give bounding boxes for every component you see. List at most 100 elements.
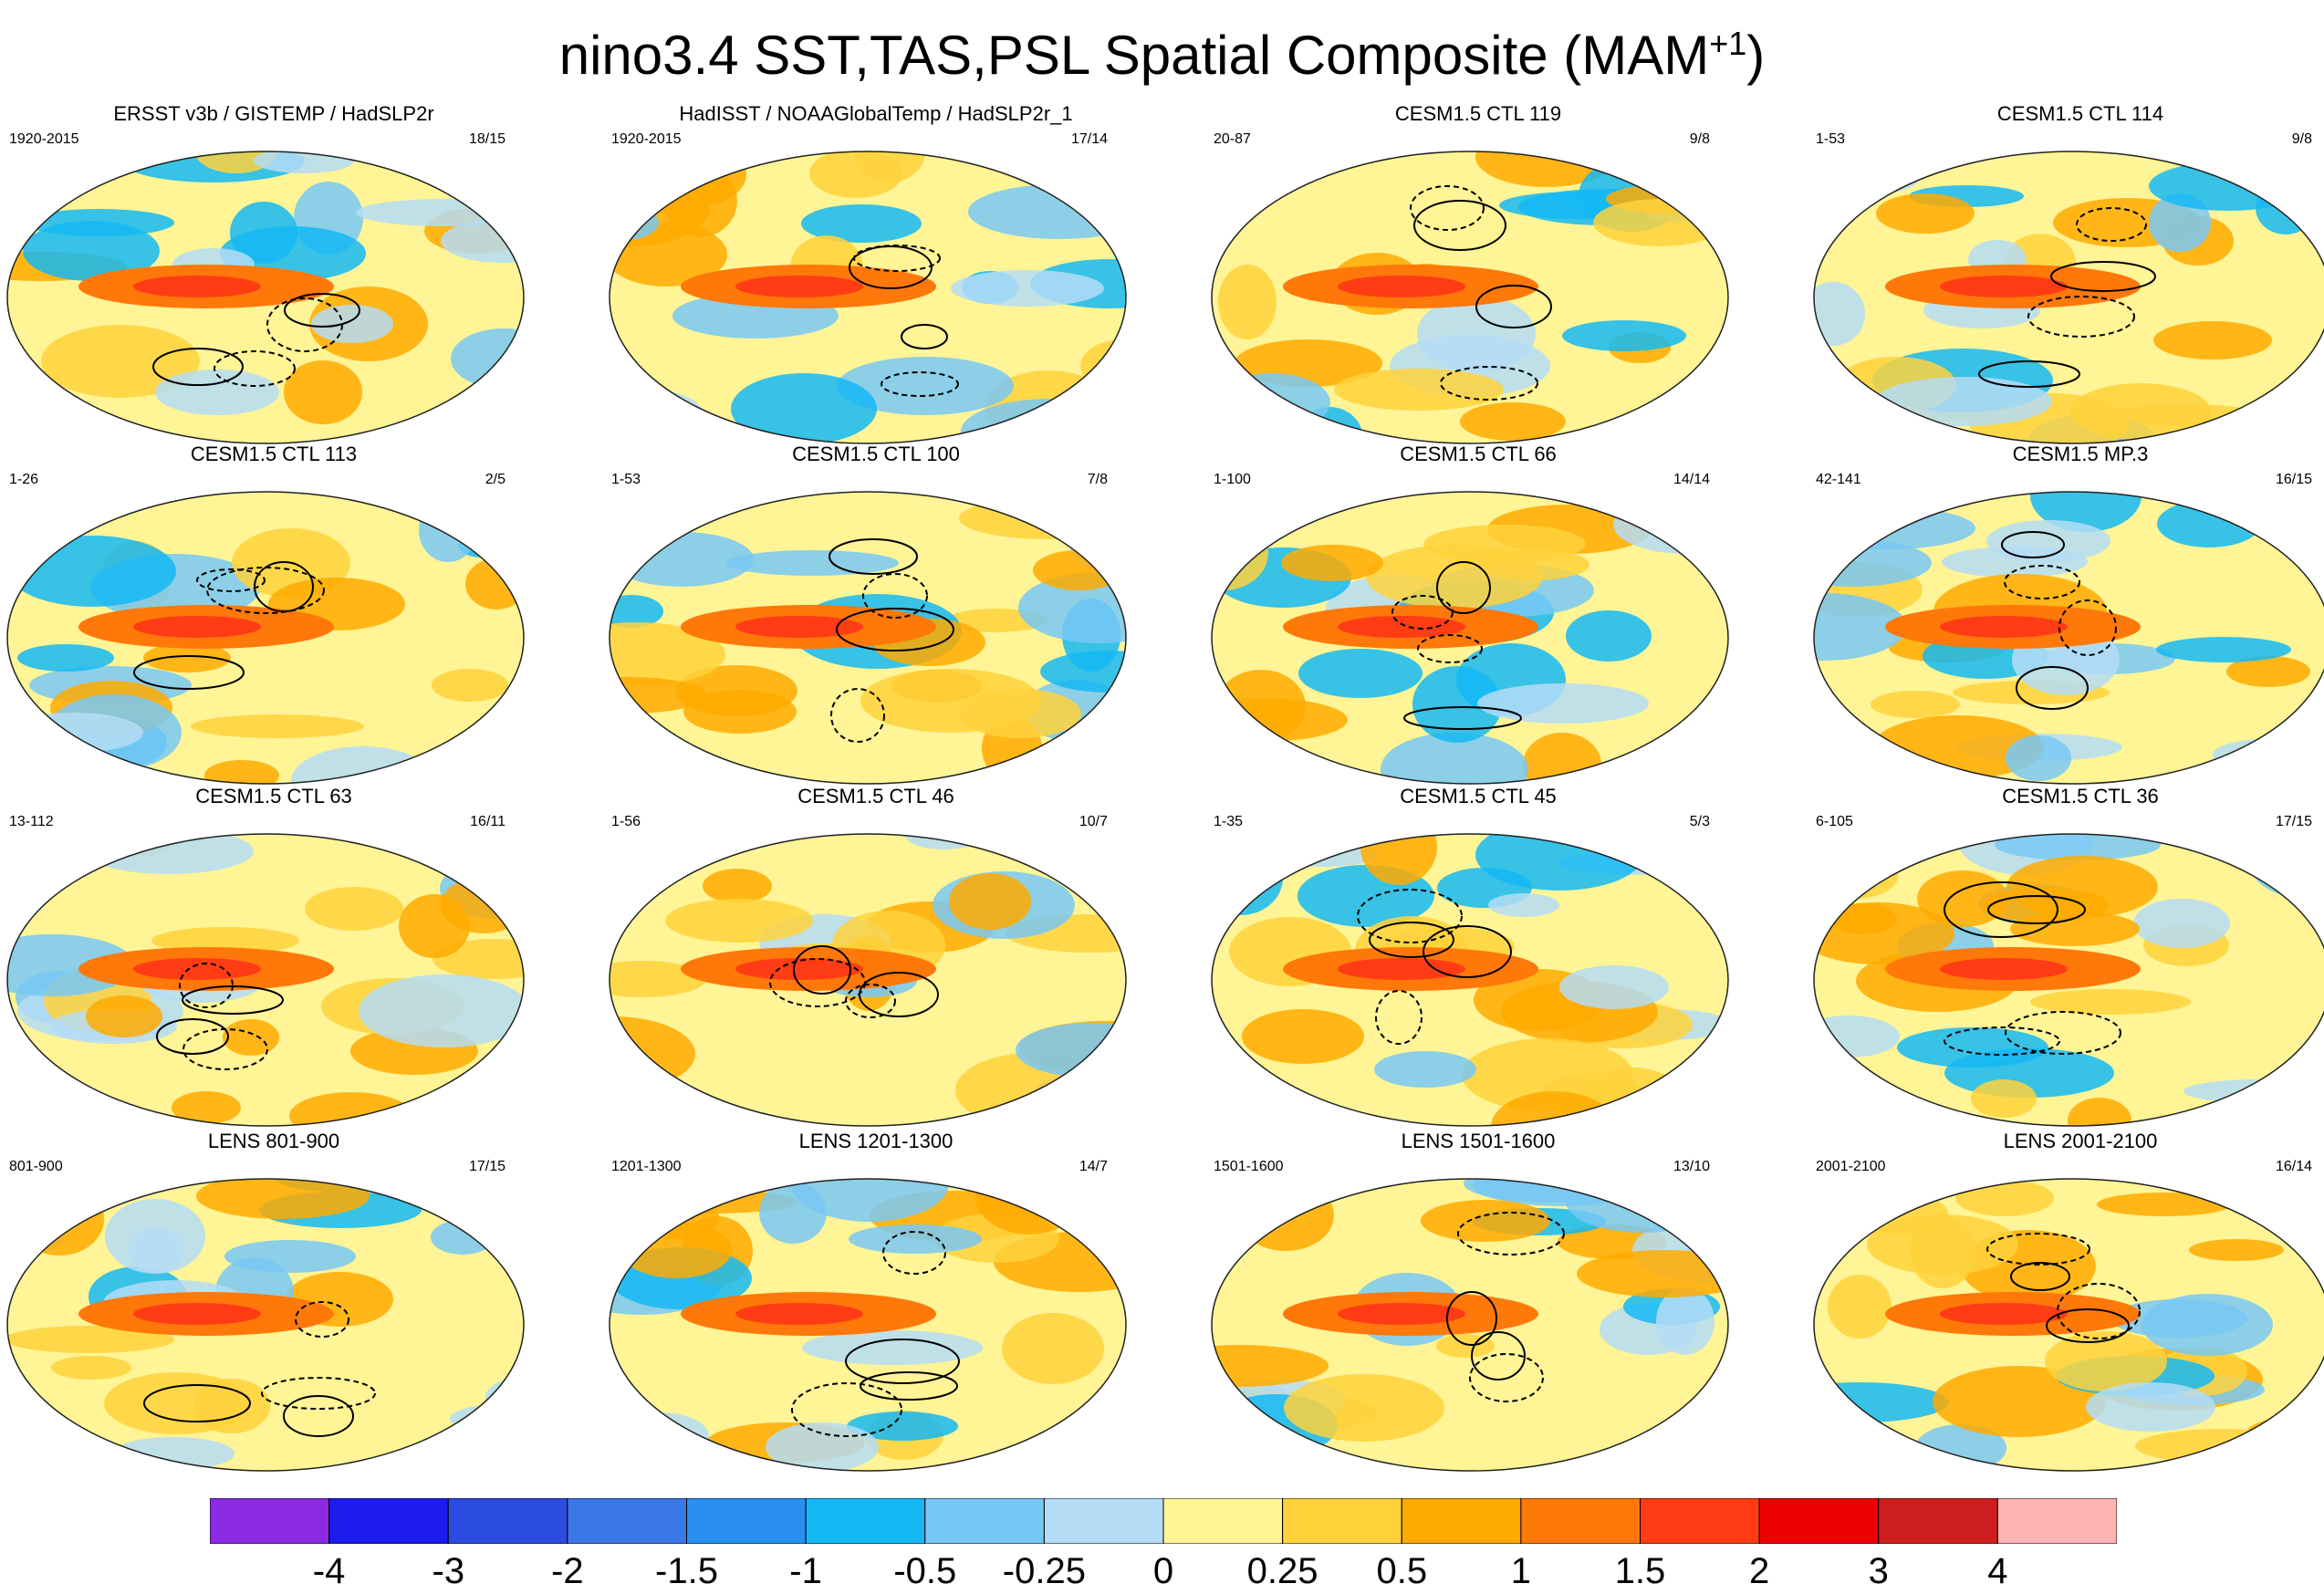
anomaly-patch bbox=[860, 669, 1041, 733]
panel-title: CESM1.5 CTL 113 bbox=[190, 443, 358, 465]
slp-contour bbox=[862, 573, 928, 619]
anomaly-patch bbox=[959, 497, 1126, 539]
map-panel: CESM1.5 CTL 100 1-53 7/8 bbox=[602, 443, 1150, 789]
anomaly-patch bbox=[1986, 520, 2110, 562]
anomaly-patch bbox=[1041, 1182, 1098, 1222]
anomaly-patch bbox=[2030, 492, 2142, 532]
slp-contour bbox=[196, 568, 266, 592]
panel-count: 10/7 bbox=[1079, 814, 1108, 829]
map-outline bbox=[6, 1178, 525, 1472]
anomaly-patch bbox=[7, 741, 98, 784]
anomaly-patch bbox=[1298, 649, 1423, 698]
slp-contour bbox=[2016, 666, 2089, 710]
anomaly-patch bbox=[1366, 545, 1543, 609]
anomaly-patch bbox=[2006, 735, 2071, 781]
panel-title: CESM1.5 CTL 66 bbox=[1400, 443, 1557, 465]
panel-years: 1-100 bbox=[1214, 472, 1251, 487]
panel-count: 9/8 bbox=[2291, 131, 2312, 147]
warm-tongue-core bbox=[1940, 276, 2068, 297]
map-panel: LENS 1201-1300 1201-1300 14/7 bbox=[602, 1130, 1150, 1476]
colorbar-swatch bbox=[1401, 1498, 1522, 1544]
anomaly-patch bbox=[289, 1092, 413, 1126]
colorbar bbox=[210, 1498, 2117, 1544]
slp-contour bbox=[2050, 261, 2156, 292]
panel-map bbox=[1813, 833, 2324, 1127]
anomaly-patch bbox=[1875, 377, 2052, 426]
colorbar-swatch bbox=[1282, 1498, 1402, 1544]
anomaly-patch bbox=[1615, 155, 1697, 184]
slp-contour bbox=[283, 1395, 354, 1437]
map-panel: CESM1.5 CTL 36 6-105 17/15 bbox=[1807, 785, 2324, 1131]
panel-count: 7/8 bbox=[1087, 472, 1108, 487]
anomaly-patch bbox=[610, 151, 726, 186]
anomaly-patch bbox=[610, 1179, 662, 1220]
anomaly-patch bbox=[1237, 1180, 1334, 1251]
panel-years: 1920-2015 bbox=[9, 131, 79, 147]
map-panel: CESM1.5 CTL 114 1-53 9/8 bbox=[1807, 102, 2324, 449]
panel-map bbox=[1211, 1178, 1729, 1472]
warm-tongue-core bbox=[1940, 1303, 2068, 1325]
anomaly-patch bbox=[1682, 532, 1728, 554]
warm-tongue-core bbox=[1940, 958, 2068, 980]
anomaly-patch bbox=[8, 536, 176, 607]
anomaly-patch bbox=[8, 1440, 96, 1471]
slp-contour bbox=[1410, 185, 1485, 231]
slp-contour bbox=[2076, 207, 2147, 242]
slp-contour bbox=[829, 538, 918, 575]
panel-map bbox=[1813, 1178, 2324, 1472]
anomaly-patch bbox=[143, 643, 231, 672]
anomaly-patch bbox=[759, 1182, 827, 1244]
map-panel: CESM1.5 CTL 119 20-87 9/8 bbox=[1204, 102, 1752, 449]
slp-contour bbox=[214, 350, 296, 387]
anomaly-patch bbox=[1871, 691, 1960, 718]
map-panel: LENS 801-900 801-900 17/15 bbox=[0, 1130, 547, 1476]
anomaly-patch bbox=[1360, 834, 1437, 885]
anomaly-patch bbox=[2256, 182, 2316, 234]
anomaly-patch bbox=[1002, 1313, 1104, 1384]
anomaly-patch bbox=[1381, 733, 1528, 784]
slp-contour bbox=[853, 245, 941, 272]
colorbar-tick-label: -0.25 bbox=[1002, 1551, 1086, 1591]
anomaly-patch bbox=[1981, 888, 2109, 922]
slp-contour bbox=[2046, 1308, 2130, 1343]
anomaly-patch bbox=[129, 1227, 183, 1273]
map-panel: CESM1.5 MP.3 42-141 16/15 bbox=[1807, 443, 2324, 789]
anomaly-patch bbox=[1212, 373, 1330, 432]
anomaly-patch bbox=[665, 899, 813, 943]
slp-contour bbox=[2004, 565, 2080, 599]
panel-years: 2001-2100 bbox=[1816, 1159, 1886, 1174]
slp-contour bbox=[1944, 881, 2058, 938]
map-panel: LENS 2001-2100 2001-2100 16/14 bbox=[1807, 1130, 2324, 1476]
colorbar-tick-label: -1.5 bbox=[655, 1551, 718, 1591]
panel-title: CESM1.5 MP.3 bbox=[2012, 443, 2149, 465]
anomaly-patch bbox=[1656, 1287, 1714, 1355]
anomaly-patch bbox=[431, 1220, 495, 1255]
slp-contour bbox=[860, 1371, 958, 1401]
anomaly-patch bbox=[2070, 383, 2211, 440]
anomaly-patch bbox=[802, 1330, 983, 1365]
colorbar-swatch bbox=[1758, 1498, 1880, 1544]
panel-years: 1-53 bbox=[1816, 131, 1846, 147]
slp-contour bbox=[769, 958, 866, 1007]
anomaly-patch bbox=[191, 714, 364, 738]
map-outline bbox=[1813, 1178, 2324, 1472]
colorbar-tick-label: 2 bbox=[1748, 1551, 1770, 1591]
panel-map bbox=[6, 833, 525, 1127]
anomaly-patch bbox=[2097, 1193, 2232, 1216]
slp-contour bbox=[1417, 634, 1483, 663]
anomaly-patch bbox=[612, 1412, 709, 1460]
panel-title: ERSST v3b / GISTEMP / HadSLP2r bbox=[113, 102, 434, 125]
slp-contour bbox=[266, 297, 343, 352]
anomaly-patch bbox=[1814, 853, 1898, 899]
anomaly-patch bbox=[1436, 1334, 1495, 1358]
anomaly-patch bbox=[849, 1224, 982, 1254]
anomaly-patch bbox=[284, 360, 362, 424]
panel-count: 17/14 bbox=[1070, 131, 1108, 147]
slp-contour bbox=[182, 1028, 268, 1070]
panel-map bbox=[6, 1178, 525, 1472]
colorbar-tick-label: -4 bbox=[312, 1551, 346, 1591]
anomaly-patch bbox=[1417, 296, 1536, 372]
chart-title-superscript: +1 bbox=[1709, 25, 1747, 62]
anomaly-patch bbox=[610, 834, 688, 876]
warm-tongue-core bbox=[735, 616, 863, 638]
